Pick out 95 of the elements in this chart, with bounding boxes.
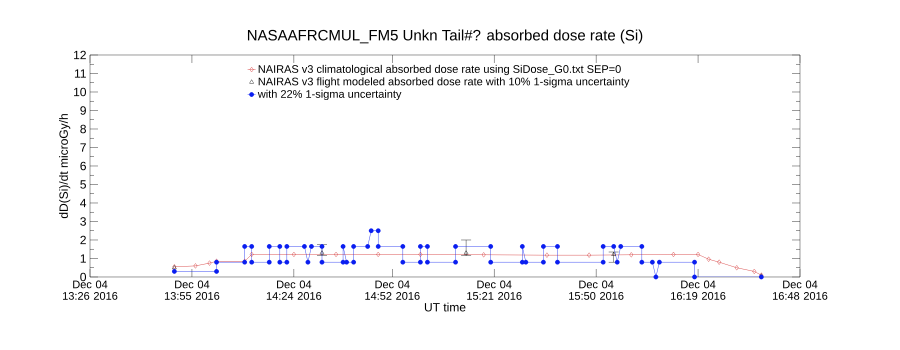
point — [351, 244, 356, 249]
x-axis-title: UT time — [424, 302, 466, 312]
point — [618, 244, 624, 249]
y-axis-title: dD(Si)/dt microGy/h — [59, 114, 70, 218]
legend-label: NAIRAS v3 flight modeled absorbed dose rate with 10% 1-sigma uncertainty — [258, 77, 630, 88]
point — [284, 260, 290, 265]
point — [214, 269, 219, 274]
point — [453, 260, 458, 265]
point — [309, 244, 314, 249]
point — [734, 265, 739, 270]
point — [266, 244, 272, 249]
point — [400, 244, 406, 249]
point — [692, 260, 697, 265]
y-tick-label: 3 — [80, 217, 86, 226]
y-tick-label: 7 — [80, 143, 86, 152]
x-tick-label: Dec 04 15:50 2016 — [569, 280, 624, 300]
point — [555, 244, 560, 249]
point — [600, 244, 606, 249]
point — [284, 244, 290, 249]
point — [334, 252, 338, 258]
point — [639, 260, 644, 265]
point — [425, 260, 430, 265]
point — [653, 274, 658, 280]
point — [418, 252, 422, 258]
point — [692, 274, 697, 280]
point — [555, 260, 560, 265]
x-tick-label: Dec 04 15:21 2016 — [467, 280, 522, 300]
point — [344, 260, 349, 265]
point — [320, 260, 324, 265]
point — [365, 244, 370, 249]
x-tick-label: Dec 04 16:48 2016 — [772, 280, 828, 300]
y-tick-label: 0 — [80, 272, 86, 282]
point — [340, 244, 346, 249]
point — [376, 252, 380, 258]
point — [657, 260, 662, 265]
x-tick-label: Dec 04 14:24 2016 — [266, 280, 322, 300]
point — [306, 260, 310, 265]
point — [418, 260, 423, 265]
x-tick-label: Dec 04 13:55 2016 — [164, 280, 220, 300]
y-tick-label: 11 — [74, 69, 86, 78]
point — [706, 256, 711, 262]
y-tick-label: 5 — [80, 180, 86, 189]
y-tick-label: 1 — [80, 254, 86, 263]
point — [717, 260, 722, 265]
point — [482, 252, 486, 258]
y-tick-label: 6 — [80, 162, 86, 170]
x-tick-label: Dec 04 16:19 2016 — [671, 280, 726, 300]
point — [277, 260, 282, 265]
x-tick-label: Dec 04 13:26 2016 — [63, 280, 118, 300]
point — [541, 260, 546, 265]
x-tick-label: Dec 04 14:52 2016 — [365, 280, 420, 300]
y-tick-label: 12 — [74, 50, 86, 60]
point — [488, 244, 494, 249]
point — [193, 263, 198, 268]
chart-title: NASAAFRCMUL_FM5 Unkn Tail#? absorbed dose rate (Si) — [248, 29, 642, 44]
point — [696, 252, 700, 258]
point — [418, 244, 423, 249]
point — [520, 244, 525, 249]
point — [400, 260, 406, 265]
y-tick-label: 9 — [80, 106, 86, 115]
point — [600, 260, 606, 265]
point — [376, 228, 381, 234]
y-tick-label: 4 — [80, 198, 86, 208]
point — [587, 252, 592, 258]
point — [639, 244, 644, 249]
point — [242, 244, 248, 249]
point — [172, 269, 177, 274]
point — [249, 244, 254, 249]
point — [277, 244, 282, 249]
point — [614, 260, 620, 265]
point — [266, 260, 272, 265]
legend-label: NAIRAS v3 climatological absorbed dose rate using SiDose_G0.txt SEP=0 — [258, 64, 621, 76]
point — [629, 252, 634, 258]
point — [671, 252, 676, 258]
y-tick-label: 8 — [80, 124, 86, 134]
point — [650, 260, 655, 265]
point — [249, 260, 254, 265]
point — [488, 260, 494, 265]
point — [351, 260, 356, 265]
point — [250, 252, 254, 258]
point — [208, 260, 212, 266]
point — [611, 244, 616, 249]
y-tick-label: 10 — [74, 88, 86, 96]
point — [376, 244, 381, 249]
legend-label: with 22% 1-sigma uncertainty — [258, 90, 402, 100]
point — [752, 268, 756, 274]
point — [320, 244, 324, 249]
point — [544, 252, 549, 258]
point — [368, 228, 374, 234]
point — [425, 244, 430, 249]
point — [541, 244, 546, 249]
point — [292, 252, 296, 258]
y-tick-label: 2 — [80, 236, 86, 244]
point — [302, 244, 307, 249]
point — [453, 244, 458, 249]
